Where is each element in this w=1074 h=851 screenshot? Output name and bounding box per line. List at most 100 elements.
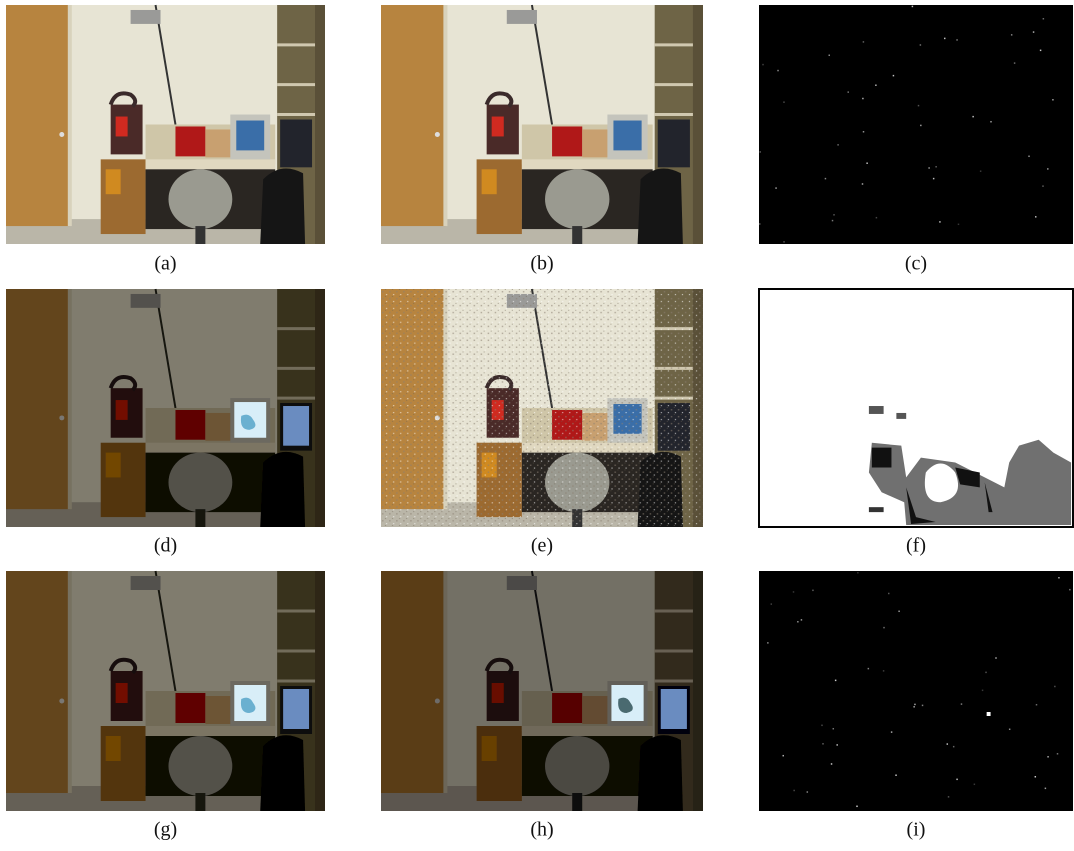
speck (972, 116, 973, 117)
speck (835, 680, 836, 682)
speck (836, 744, 837, 746)
caption: (b) (530, 253, 553, 275)
caption: (c) (905, 253, 927, 275)
speck (1028, 156, 1029, 157)
speck (783, 241, 784, 242)
speck (863, 131, 864, 132)
speck (1052, 99, 1053, 100)
mask-region (869, 507, 884, 512)
speck (759, 223, 760, 224)
speck (944, 38, 945, 39)
speck (832, 220, 833, 221)
speck (876, 217, 877, 218)
speck (862, 98, 863, 99)
speck (1035, 776, 1036, 778)
speck (825, 178, 826, 179)
caption: (g) (154, 819, 177, 841)
speck (914, 704, 915, 706)
caption: (f) (906, 535, 926, 557)
speck (833, 728, 834, 730)
caption: (i) (907, 819, 926, 841)
speck (953, 746, 954, 748)
speck (974, 784, 975, 786)
speck (985, 672, 986, 674)
image-panel (759, 571, 1073, 811)
speck (995, 657, 996, 659)
speck (922, 705, 923, 707)
speck (1009, 729, 1010, 731)
speck (990, 121, 991, 122)
caption: (a) (154, 253, 176, 275)
speck (1047, 168, 1048, 169)
speck (821, 725, 822, 727)
speck (883, 627, 884, 629)
speck (1054, 686, 1055, 688)
speck (888, 593, 889, 595)
speck (982, 690, 983, 692)
speck (918, 105, 919, 106)
speck (847, 91, 848, 92)
speck (759, 151, 760, 152)
mask-region (869, 406, 884, 414)
caption: (h) (530, 819, 553, 841)
speck (948, 796, 949, 798)
speck (920, 44, 921, 45)
speck (857, 572, 858, 574)
speck (893, 75, 894, 76)
speck (1035, 216, 1036, 217)
noise (381, 289, 703, 527)
screen-right (283, 406, 309, 446)
image-panel (6, 5, 325, 244)
speck (913, 706, 914, 708)
speck (822, 743, 823, 745)
speck (793, 790, 794, 792)
speck (1057, 753, 1058, 755)
speck (956, 779, 957, 781)
speck (762, 64, 763, 65)
speck (980, 170, 981, 171)
speck (807, 791, 808, 793)
speck (958, 224, 959, 225)
screen-right (661, 689, 687, 729)
speck (833, 214, 834, 215)
image-panel (381, 571, 703, 811)
scene (381, 5, 703, 244)
scene (6, 289, 325, 527)
speck (868, 668, 869, 670)
speck (1036, 704, 1037, 706)
speck (783, 755, 784, 757)
speck (956, 39, 957, 40)
speck (767, 642, 768, 644)
image-panel (6, 289, 325, 527)
speck (1047, 756, 1048, 758)
speck (1042, 185, 1043, 186)
speck (862, 183, 863, 184)
speck (771, 603, 772, 605)
speck (875, 84, 876, 85)
speck (898, 611, 899, 613)
image-panel (381, 5, 703, 244)
speck (1033, 31, 1034, 32)
speck (829, 55, 830, 56)
figure: (a)(b)(c)(d)(e)(f)(g)(h)(i) (0, 0, 1074, 846)
scene (6, 5, 325, 244)
mask-region (896, 413, 906, 419)
speck (1040, 50, 1041, 51)
speck (947, 743, 948, 745)
screen-right (283, 689, 309, 729)
speck (928, 167, 929, 168)
speck (866, 162, 867, 163)
speck (895, 774, 896, 776)
speck (1069, 589, 1070, 591)
speck (863, 41, 864, 42)
speck (939, 221, 940, 222)
speck (793, 591, 794, 593)
scene (381, 571, 703, 811)
speck (1043, 18, 1044, 19)
background (759, 571, 1073, 811)
speck (1058, 577, 1059, 579)
speck (1045, 788, 1046, 790)
speck (777, 70, 778, 71)
speck (1014, 62, 1015, 63)
image-panel (759, 289, 1073, 527)
